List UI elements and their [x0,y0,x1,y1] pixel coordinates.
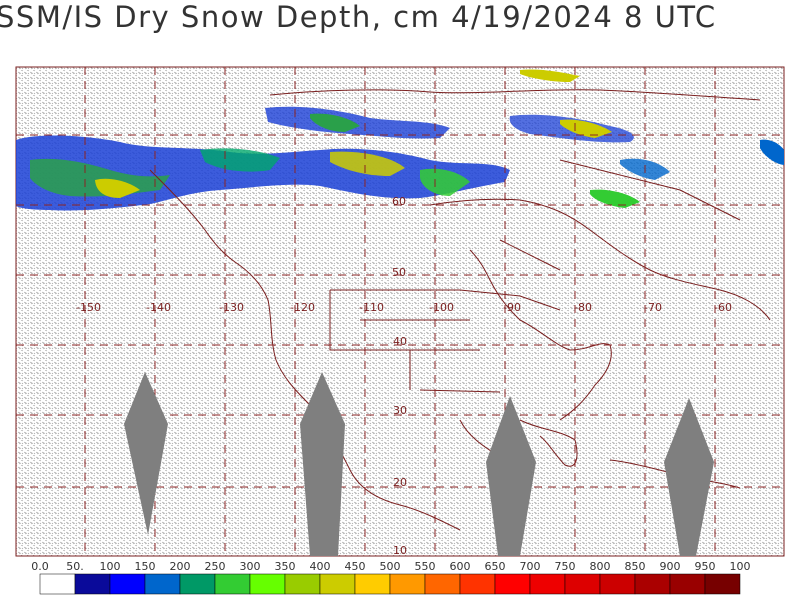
color-scale-swatch [214,573,251,595]
map-title: SSM/IS Dry Snow Depth, cm 4/19/2024 8 UT… [0,0,717,34]
color-scale-swatch [284,573,321,595]
color-scale-swatch [459,573,496,595]
color-scale-label: 550 [415,560,436,573]
lon-label: -140 [146,301,171,314]
missing-data-swath [124,372,168,535]
longitude-labels: -150 -140 -130 -120 -110 -100 -90 -80 -7… [76,301,732,314]
lat-label: 60 [392,195,406,208]
color-scale-swatch [249,573,286,595]
lon-label: -130 [219,301,244,314]
color-scale-swatch [319,573,356,595]
color-scale-label: 250 [205,560,226,573]
latitude-labels: 60 50 40 30 20 10 [392,195,407,557]
color-scale-label: 100 [730,560,751,573]
lon-label: -90 [503,301,521,314]
color-scale-label: 350 [275,560,296,573]
color-scale-swatch [634,573,671,595]
color-scale-label: 950 [695,560,716,573]
lon-label: -60 [714,301,732,314]
color-scale-swatch [109,573,146,595]
lat-label: 20 [393,476,407,489]
missing-data-swath [664,398,714,556]
color-scale-swatch [424,573,461,595]
color-scale-label: 500 [380,560,401,573]
color-scale-label: 650 [485,560,506,573]
color-scale-swatch [529,573,566,595]
color-scale-swatch [599,573,636,595]
lat-label: 50 [392,266,406,279]
color-scale-label: 900 [660,560,681,573]
color-scale-label: 450 [345,560,366,573]
lon-label: -80 [574,301,592,314]
lon-label: -150 [76,301,101,314]
color-scale-swatch [179,573,216,595]
color-scale-label: 400 [310,560,331,573]
missing-data-swath [300,372,345,556]
color-scale-label: 300 [240,560,261,573]
color-scale-label: 200 [170,560,191,573]
color-scale-label: 600 [450,560,471,573]
lat-label: 30 [393,404,407,417]
color-scale-label: 150 [135,560,156,573]
color-scale-swatch [74,573,111,595]
lat-label: 40 [393,335,407,348]
color-scale-label: 850 [625,560,646,573]
color-scale-label: 0.0 [31,560,49,573]
color-scale-swatch [39,573,76,595]
color-scale-label: 700 [520,560,541,573]
color-scale-swatch [144,573,181,595]
color-scale-label: 50. [66,560,84,573]
lon-label: -120 [290,301,315,314]
snow-cover-region [16,69,784,211]
lon-label: -110 [359,301,384,314]
missing-data-swaths [124,372,714,556]
color-scale-swatch [704,573,741,595]
color-scale-labels: 0.0 50. 100 150 200 250 300 350 400 450 500 550 600 6… [31,560,750,573]
color-scale-swatch [494,573,531,595]
color-scale-label: 750 [555,560,576,573]
color-scale-swatch [354,573,391,595]
color-scale-swatch [564,573,601,595]
color-scale-swatch [389,573,426,595]
color-scale-swatch [669,573,706,595]
color-scale-bar [39,573,741,595]
color-scale-label: 800 [590,560,611,573]
color-scale-label: 100 [100,560,121,573]
lon-label: -100 [429,301,454,314]
lat-label: 10 [393,544,407,557]
lon-label: -70 [644,301,662,314]
missing-data-swath [486,396,536,556]
